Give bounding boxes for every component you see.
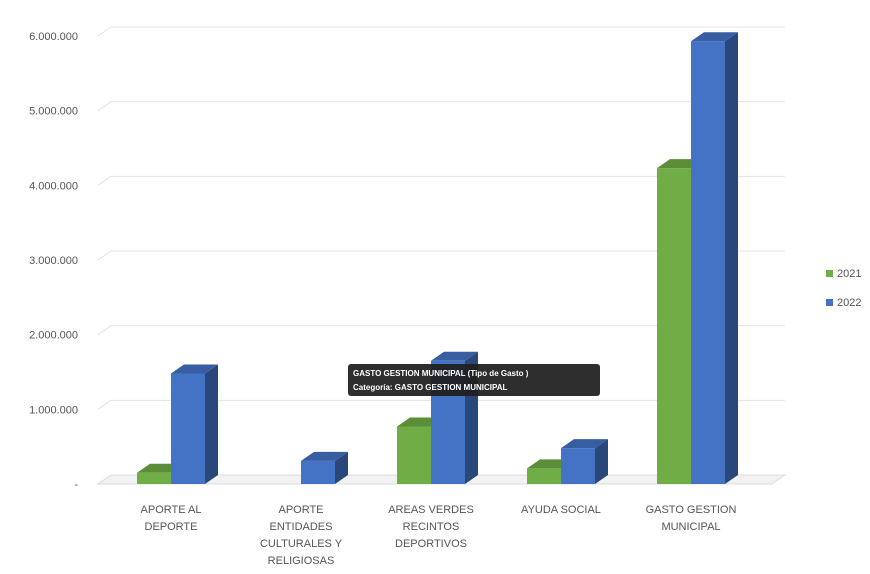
- bar-top: [301, 451, 348, 461]
- bar-2022[interactable]: [171, 364, 218, 484]
- bar-front: [397, 426, 431, 484]
- bar-front: [171, 373, 205, 484]
- bar-side: [725, 32, 738, 485]
- legend: 2021 2022: [826, 268, 861, 309]
- legend-label: 2022: [837, 297, 861, 309]
- x-category-label: APORTE AL DEPORTE: [141, 504, 202, 533]
- tooltip-line-2: Categoría: GASTO GESTION MUNICIPAL: [353, 383, 507, 392]
- legend-swatch: [826, 270, 833, 277]
- y-axis-ticks: - 1.000.000 2.000.000 3.000.000 4.000.000 5.0…: [29, 31, 78, 491]
- tooltip-background: [348, 364, 600, 396]
- tooltip: GASTO GESTION MUNICIPAL (Tipo de Gasto )…: [348, 364, 600, 396]
- y-tick-label: 2.000.000: [29, 330, 78, 342]
- gridline-depth: [97, 175, 112, 186]
- bar-front: [527, 468, 561, 484]
- bar-2022[interactable]: [691, 32, 738, 485]
- bar-side: [595, 439, 608, 484]
- tooltip-line-1: GASTO GESTION MUNICIPAL (Tipo de Gasto ): [353, 369, 529, 378]
- y-tick-label: -: [74, 479, 78, 491]
- bar-top: [691, 32, 738, 42]
- legend-swatch: [826, 299, 833, 306]
- gridline-depth: [97, 26, 112, 37]
- bar-front: [691, 41, 725, 485]
- x-category-label: AREAS VERDES RECINTOS DEPORTIVOS: [388, 504, 474, 550]
- bar-top: [171, 364, 218, 374]
- bar-top: [561, 439, 608, 449]
- y-tick-label: 3.000.000: [29, 255, 78, 267]
- y-tick-label: 6.000.000: [29, 31, 78, 43]
- legend-label: 2021: [837, 268, 861, 280]
- bar-2022[interactable]: [301, 451, 348, 484]
- bar-top: [431, 351, 478, 361]
- bars: [137, 32, 738, 485]
- x-category-label: GASTO GESTION MUNICIPAL: [646, 504, 737, 533]
- x-category-label: AYUDA SOCIAL: [521, 504, 601, 516]
- bar-front: [301, 460, 335, 484]
- bar-side: [205, 364, 218, 484]
- y-tick-label: 4.000.000: [29, 180, 78, 192]
- y-tick-label: 5.000.000: [29, 106, 78, 118]
- gridline-depth: [97, 101, 112, 112]
- gridline-depth: [97, 399, 112, 410]
- y-tick-label: 1.000.000: [29, 404, 78, 416]
- bar-front: [561, 448, 595, 484]
- x-axis-categories: APORTE AL DEPORTE APORTE ENTIDADES CULTURALE…: [141, 504, 737, 567]
- x-category-label: APORTE ENTIDADES CULTURALES Y RELIGIOSAS: [260, 504, 343, 567]
- bar-side: [335, 451, 348, 484]
- bar-front: [657, 168, 691, 484]
- bar-front: [137, 472, 171, 484]
- gridline-depth: [97, 325, 112, 336]
- gridline-depth: [97, 250, 112, 261]
- bar-2022[interactable]: [561, 439, 608, 484]
